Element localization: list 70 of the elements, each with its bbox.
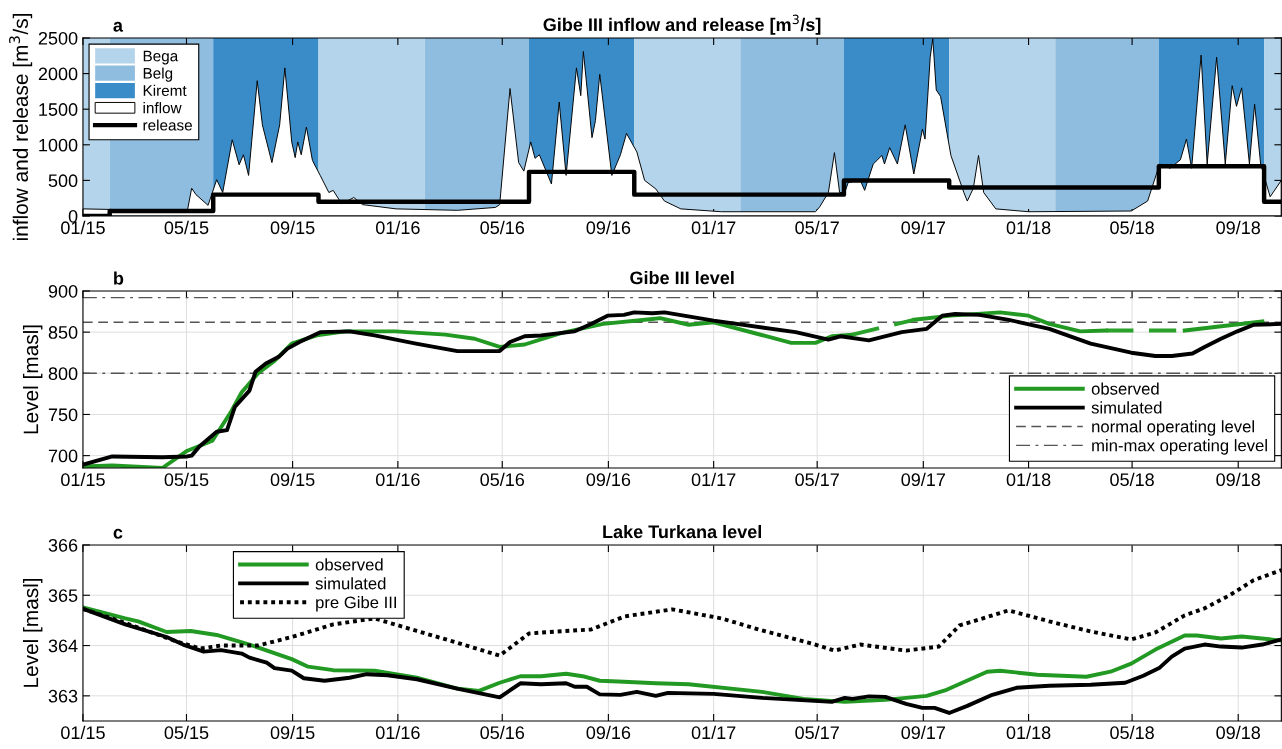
x-tick-label: 05/16: [480, 725, 525, 740]
x-tick-label: 05/16: [480, 472, 525, 487]
y-tick-label: 1500: [39, 103, 78, 116]
x-tick-label: 09/16: [586, 725, 631, 740]
x-tick-label: 01/18: [1006, 725, 1051, 740]
y-tick-label: 900: [48, 284, 78, 298]
y-tick-label: 850: [48, 326, 78, 339]
text: c: [113, 528, 123, 539]
x-tick-label: 05/15: [164, 220, 209, 235]
x-tick-label: 01/17: [691, 472, 736, 487]
x-tick-label: 05/18: [1110, 220, 1154, 235]
y-tick-label: 366: [48, 538, 78, 552]
chart-title: Gibe III level: [630, 270, 734, 285]
y-axis-title: Level [masl]: [22, 325, 43, 434]
x-tick-label: 09/15: [270, 220, 315, 235]
y-tick-label: 700: [48, 449, 78, 463]
x-tick-label: 09/17: [901, 725, 945, 740]
legend-label: pre Gibe III: [316, 596, 396, 612]
x-tick-label: 01/17: [691, 725, 736, 740]
x-tick-label: 09/17: [901, 472, 945, 487]
x-tick-label: 01/15: [61, 725, 105, 740]
band-label: Kiremt: [143, 84, 187, 97]
legend-label: normal operating level: [1092, 420, 1254, 436]
x-tick-label: 01/16: [375, 725, 420, 740]
x-tick-label: 05/16: [480, 220, 525, 235]
x-tick-label: 05/17: [795, 472, 839, 487]
y-tick-label: 364: [48, 639, 78, 653]
x-tick-label: 05/17: [795, 725, 839, 740]
band-label: Belg: [143, 67, 173, 82]
y-axis-title: Level [masl]: [22, 578, 43, 687]
y-tick-label: 1000: [39, 138, 78, 152]
y-tick-label: 2000: [38, 67, 78, 81]
chart-title: Lake Turkana level: [603, 524, 762, 539]
x-tick-label: 05/15: [164, 472, 209, 487]
x-tick-label: 09/18: [1216, 472, 1261, 487]
y-tick-label: 500: [48, 174, 78, 188]
legend-label: observed: [1091, 382, 1159, 395]
x-tick-label: 01/16: [375, 220, 420, 235]
legend-label: simulated: [1091, 401, 1162, 414]
x-tick-label: 09/16: [586, 472, 631, 487]
legend-label: inflow: [143, 102, 182, 114]
x-tick-label: 01/15: [61, 472, 105, 487]
legend-label: release: [143, 119, 192, 131]
x-tick-label: 09/16: [586, 220, 631, 235]
x-tick-label: 01/18: [1006, 220, 1051, 235]
legend-label: observed: [315, 558, 383, 571]
chart-title: Gibe III inflow and release [m$^{3}$/s]: [543, 14, 821, 35]
legend-label: min-max operating level: [1092, 439, 1267, 455]
y-tick-label: 363: [48, 689, 78, 703]
x-tick-label: 09/18: [1216, 725, 1261, 740]
x-tick-label: 09/17: [901, 220, 945, 235]
legend-label: simulated: [315, 577, 386, 590]
x-tick-label: 05/17: [795, 220, 839, 235]
y-tick-label: 800: [48, 367, 78, 381]
band-label: Bega: [143, 50, 179, 65]
x-tick-label: 05/15: [164, 725, 209, 740]
y-axis-title: inflow and release [m$^{3}$/s]: [9, 14, 33, 241]
text: a: [113, 21, 124, 32]
y-tick-label: 750: [48, 408, 78, 422]
x-tick-label: 01/16: [375, 472, 420, 487]
x-tick-label: 01/17: [691, 220, 736, 235]
text: b: [114, 271, 124, 285]
x-tick-label: 09/15: [270, 472, 315, 487]
x-tick-label: 09/18: [1216, 220, 1261, 235]
x-tick-label: 05/18: [1110, 472, 1154, 487]
x-tick-label: 01/18: [1006, 472, 1051, 487]
x-tick-label: 05/18: [1110, 725, 1154, 740]
x-tick-label: 09/15: [270, 725, 315, 740]
y-tick-label: 365: [48, 589, 78, 602]
y-tick-label: 2500: [38, 31, 78, 45]
